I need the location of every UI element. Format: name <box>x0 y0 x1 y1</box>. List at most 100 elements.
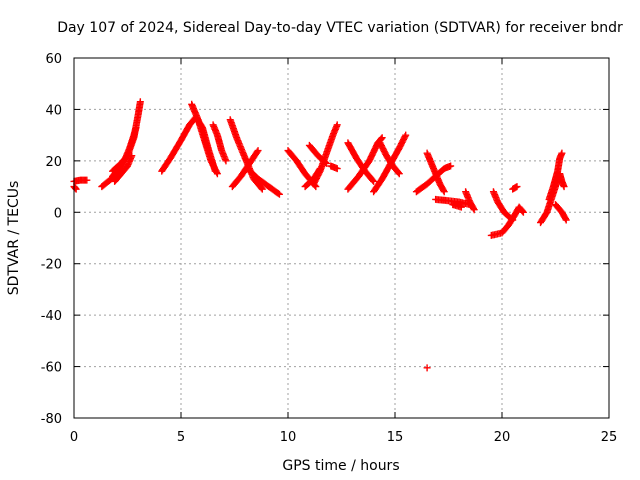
series-arc31 <box>545 149 566 203</box>
data-point-fill <box>122 164 130 172</box>
data-point-fill <box>439 185 447 193</box>
series-arc09 <box>209 121 230 165</box>
data-point-fill <box>291 155 299 163</box>
data-point-fill <box>273 189 281 197</box>
series-arc06 <box>111 152 136 185</box>
data-point-fill <box>401 133 409 141</box>
x-tick-label: 15 <box>387 430 404 445</box>
y-tick-label: -20 <box>41 258 62 273</box>
series-arc01 <box>70 176 91 185</box>
data-point-fill <box>256 183 264 191</box>
data-point <box>423 364 431 372</box>
data-point-fill <box>212 167 220 175</box>
data-point-fill <box>127 153 135 161</box>
data-point-fill <box>71 183 79 191</box>
series-arc12 <box>243 165 283 198</box>
axis-ticks: 0 5 10 15 20 25 -80 -60 -40 -20 0 20 40 60 <box>41 52 618 445</box>
y-tick-label: -40 <box>41 309 62 324</box>
data-point-fill <box>253 148 261 156</box>
series-arc02 <box>70 183 80 193</box>
x-axis-label: GPS time / hours <box>282 458 399 474</box>
data-point-fill <box>333 122 341 130</box>
y-tick-label: 40 <box>45 103 62 118</box>
series-arc22 <box>423 149 448 196</box>
series-arc32 <box>552 201 570 224</box>
data-point-fill <box>364 159 372 167</box>
data-point-fill <box>175 139 183 147</box>
data-point-fill <box>184 123 192 131</box>
data-point-fill <box>394 147 402 155</box>
data-point-fill <box>541 211 549 219</box>
data-point-fill <box>518 206 526 214</box>
data-point-fill <box>71 184 79 192</box>
series-arc25 <box>449 201 465 211</box>
data-point-fill <box>519 207 527 215</box>
grid <box>74 58 609 418</box>
plot-frame <box>73 57 610 419</box>
data-point-fill <box>394 169 402 177</box>
data-point-fill <box>262 181 270 189</box>
data-point-fill <box>469 203 477 211</box>
y-tick-label: -80 <box>41 412 62 427</box>
data-point-fill <box>456 203 464 211</box>
series-arc29 <box>509 183 521 193</box>
data-point-fill <box>469 204 477 212</box>
series-arc08 <box>188 100 221 178</box>
data-point-fill <box>445 163 453 171</box>
data-point-fill <box>368 175 376 183</box>
y-tick-label: -60 <box>41 361 62 376</box>
data-point-fill <box>351 152 359 160</box>
data-point-fill <box>136 99 144 107</box>
y-axis-label: SDTVAR / TECUs <box>6 181 22 296</box>
y-tick-label: 0 <box>54 206 62 221</box>
data-point-fill <box>385 162 393 170</box>
data-point-fill <box>561 213 569 221</box>
data-point-fill <box>561 215 569 223</box>
data-point-fill <box>315 170 323 178</box>
data-point-fill <box>235 175 243 183</box>
series-outlier <box>423 364 431 372</box>
data-point-fill <box>221 155 229 163</box>
x-tick-label: 20 <box>494 430 511 445</box>
series-arc17 <box>327 162 341 173</box>
series-arc05 <box>109 98 144 175</box>
data-point-fill <box>499 206 507 214</box>
series-arc11 <box>228 147 262 191</box>
x-tick-label: 5 <box>177 430 185 445</box>
data-point-fill <box>129 135 137 143</box>
data-point-fill <box>165 157 173 165</box>
data-point-fill <box>274 189 282 197</box>
data-point-fill <box>257 184 265 192</box>
data-point-fill <box>557 150 565 158</box>
plot-area <box>70 98 570 372</box>
y-tick-label: 20 <box>45 155 62 170</box>
data-point-fill <box>82 176 90 184</box>
series-arc28 <box>487 203 527 239</box>
data-point-fill <box>509 213 517 221</box>
series-arc26 <box>462 188 478 214</box>
data-point-fill <box>332 164 340 172</box>
data-point-fill <box>376 177 384 185</box>
series-arc33 <box>556 170 568 191</box>
series-arc21 <box>370 131 410 196</box>
series-arc16 <box>310 121 341 188</box>
x-tick-label: 25 <box>601 430 618 445</box>
y-tick-label: 60 <box>45 52 62 67</box>
series-arc19 <box>344 134 386 193</box>
data-point-fill <box>122 154 130 162</box>
data-point-fill <box>400 134 408 142</box>
data-point-fill <box>560 181 568 189</box>
data-point-fill <box>369 176 377 184</box>
data-point-fill <box>440 186 448 194</box>
series-arc23 <box>412 162 455 196</box>
chart-title: Day 107 of 2024, Sidereal Day-to-day VTE… <box>57 20 623 36</box>
data-point-fill <box>252 149 260 157</box>
data-point-fill <box>353 175 361 183</box>
x-tick-label: 0 <box>70 430 78 445</box>
data-point-fill <box>393 168 401 176</box>
x-tick-label: 10 <box>280 430 297 445</box>
data-point-fill <box>299 167 307 175</box>
data-point-fill <box>381 149 389 157</box>
data-point-fill <box>213 168 221 176</box>
